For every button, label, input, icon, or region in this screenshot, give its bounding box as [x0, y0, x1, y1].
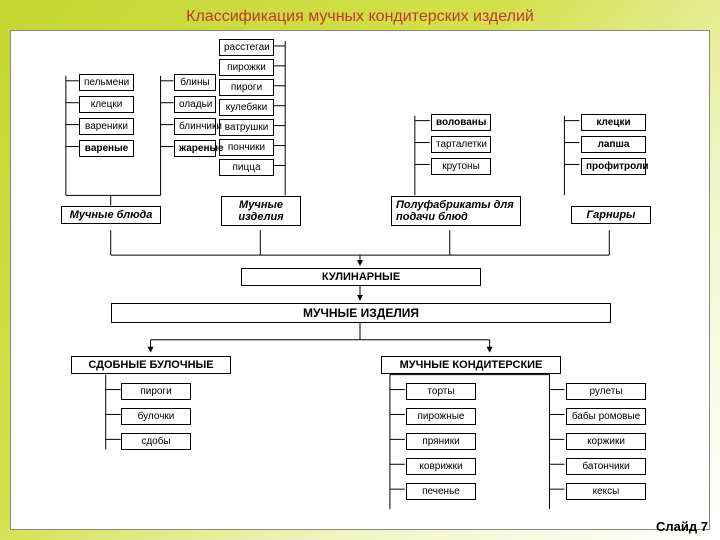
node-pelmeni: пельмени	[79, 74, 134, 91]
node-korzhiki: коржики	[566, 433, 646, 450]
slide-number: Слайд 7	[656, 519, 708, 534]
node-pirogi: пироги	[219, 79, 274, 96]
node-rulety: рулеты	[566, 383, 646, 400]
node-muchnye-main: МУЧНЫЕ ИЗДЕЛИЯ	[111, 303, 611, 323]
node-pechenye: печенье	[406, 483, 476, 500]
node-oladyi: оладьи	[174, 96, 216, 113]
node-kletski1: клецки	[79, 96, 134, 113]
node-kovrizhki: коврижки	[406, 458, 476, 475]
node-kulebyaki: кулебяки	[219, 99, 274, 116]
node-varenye: вареные	[79, 140, 134, 157]
page-title: Классификация мучных кондитерских издели…	[0, 0, 720, 30]
node-batonchiki: батончики	[566, 458, 646, 475]
node-pirozhnye: пирожные	[406, 408, 476, 425]
node-muchnye-blyuda: Мучные блюда	[61, 206, 161, 224]
node-baby: бабы ромовые	[566, 408, 646, 425]
node-tartaletki: тарталетки	[431, 136, 491, 153]
node-pizza: пицца	[219, 159, 274, 176]
node-zharenye: жареные	[174, 140, 216, 157]
node-sdoby: сдобы	[121, 433, 191, 450]
node-kulinarnye: КУЛИНАРНЫЕ	[241, 268, 481, 286]
node-volovany: волованы	[431, 114, 491, 131]
node-profitroli: профитроли	[581, 158, 646, 175]
node-ponchiki: пончики	[219, 139, 274, 156]
node-bulochki: булочки	[121, 408, 191, 425]
node-garniry: Гарниры	[571, 206, 651, 224]
node-muchnye-izdeliya: Мучные изделия	[221, 196, 301, 226]
node-vatrushki: ватрушки	[219, 119, 274, 136]
node-keksy: кексы	[566, 483, 646, 500]
node-blinchiki: блинчики	[174, 118, 216, 135]
node-kletski2: клецки	[581, 114, 646, 131]
node-pirozhki: пирожки	[219, 59, 274, 76]
node-torty: торты	[406, 383, 476, 400]
diagram-area: расстегаи пирожки пироги кулебяки ватруш…	[10, 30, 710, 530]
node-krutony: крутоны	[431, 158, 491, 175]
node-polufabrikaty: Полуфабрикаты для подачи блюд	[391, 196, 521, 226]
node-muchnye-konditerskie: МУЧНЫЕ КОНДИТЕРСКИЕ	[381, 356, 561, 374]
node-vareniki: вареники	[79, 118, 134, 135]
node-bliny: блины	[174, 74, 216, 91]
node-pirogi2: пироги	[121, 383, 191, 400]
node-sdobnye: СДОБНЫЕ БУЛОЧНЫЕ	[71, 356, 231, 374]
node-rasstegai: расстегаи	[219, 39, 274, 56]
node-lapsha: лапша	[581, 136, 646, 153]
node-pryaniki: пряники	[406, 433, 476, 450]
